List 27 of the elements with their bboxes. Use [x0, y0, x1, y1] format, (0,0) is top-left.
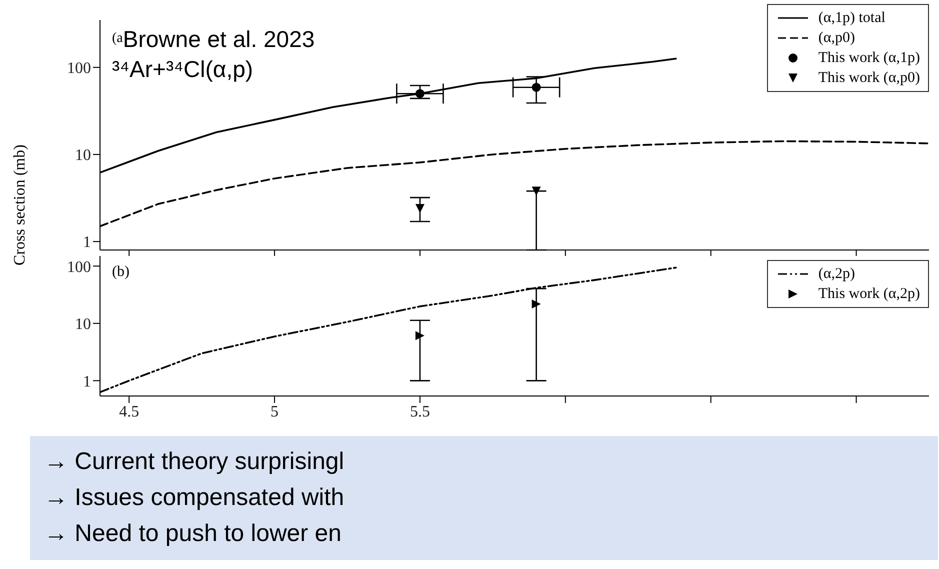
y-tick-label: 100 [67, 60, 91, 78]
y-tick-label: 1 [83, 234, 91, 252]
annotation: (b) [112, 264, 130, 281]
y-tick-label: 1 [83, 373, 91, 390]
y-tick-label: 10 [75, 316, 91, 334]
y-tick-label: 100 [67, 258, 91, 276]
annotation: Browne et al. 2023 [122, 26, 315, 52]
annotation: (a [112, 31, 123, 46]
x-tick-label: 5 [270, 403, 279, 420]
point [415, 89, 424, 98]
annotation: ³⁴Ar+³⁴Cl(α,p) [112, 55, 254, 84]
legend-label: This work (α,p0) [818, 70, 920, 86]
legend-label: (α,2p) [818, 266, 855, 282]
x-tick-label: 5.5 [410, 403, 430, 420]
text: → Issues compensated with [44, 483, 346, 513]
text: → Need to push to lower en [44, 519, 343, 549]
legend-label: (α,1p) total [818, 10, 886, 26]
legend-label: This work (α,1p) [818, 50, 920, 66]
point [415, 204, 424, 213]
text: → Current theory surprisingl [44, 447, 346, 477]
y-axis-title: Cross section (mb) [11, 144, 29, 266]
x-tick-label: 4.5 [119, 403, 140, 420]
point [532, 186, 541, 196]
legend-label: This work (α,2p) [818, 286, 920, 302]
legend-label: (α,p0) [818, 30, 855, 46]
y-tick-label: 10 [75, 147, 91, 164]
point [532, 82, 541, 92]
